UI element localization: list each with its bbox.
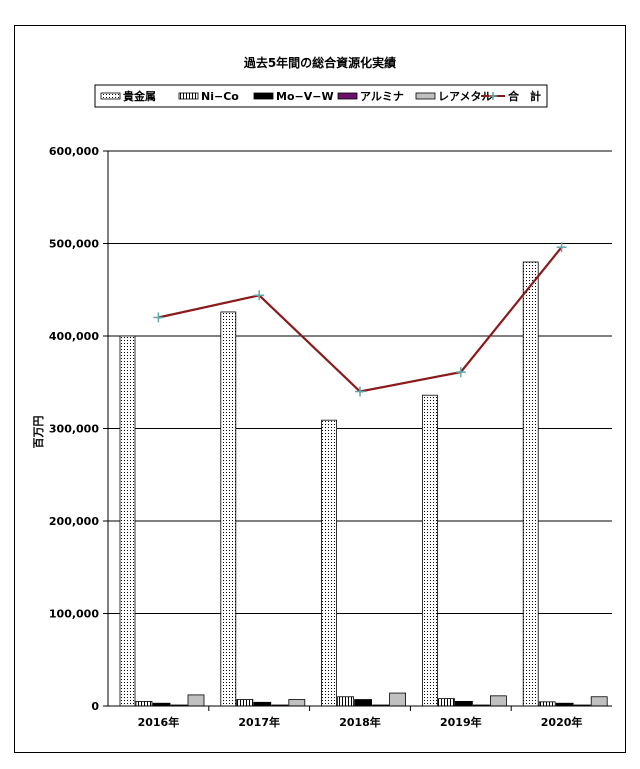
total-point	[556, 242, 567, 253]
legend-label: アルミナ	[360, 90, 404, 103]
bar	[421, 394, 438, 707]
bar	[489, 695, 507, 707]
x-tick-label: 2016年	[138, 715, 180, 729]
bar	[354, 699, 373, 707]
legend: 貴金属 Ni−Co Mo−V−W アルミナ レアメタル 合 計	[94, 84, 548, 108]
total-line	[153, 242, 567, 397]
bar	[522, 261, 539, 707]
y-tick-label: 300,000	[49, 423, 99, 436]
legend-label: Mo−V−W	[276, 90, 334, 103]
total-point	[455, 367, 466, 378]
legend-label: 貴金属	[123, 89, 156, 103]
y-tick-label: 0	[91, 700, 99, 713]
y-tick-labels: 0 100,000 200,000 300,000 400,000 500,000 600,…	[49, 145, 99, 713]
legend-marker	[489, 92, 497, 100]
axes	[107, 151, 612, 711]
x-tick-label: 2017年	[238, 715, 280, 729]
y-tick-label: 400,000	[49, 330, 99, 343]
bar	[590, 696, 608, 707]
y-axis-label: 百万円	[32, 416, 45, 449]
legend-label: 合 計	[508, 89, 541, 103]
chart-frame	[14, 25, 626, 753]
bar	[389, 692, 407, 707]
total-point	[254, 290, 265, 301]
y-tick-label: 200,000	[49, 515, 99, 528]
x-tick-label: 2019年	[440, 715, 482, 729]
legend-box	[94, 84, 548, 108]
legend-label: Ni−Co	[201, 90, 239, 103]
x-tick-labels: 2016年 2017年 2018年 2019年 2020年	[138, 715, 583, 729]
bar	[288, 699, 306, 707]
bar	[220, 311, 237, 707]
total-point	[355, 386, 365, 397]
total-line-path	[158, 246, 563, 393]
bar	[337, 696, 355, 707]
x-tick-label: 2020年	[541, 715, 583, 729]
y-tick-label: 600,000	[49, 145, 99, 158]
bar	[454, 700, 473, 707]
y-tick-label: 500,000	[49, 238, 99, 251]
bar	[187, 694, 205, 707]
bar	[437, 698, 455, 707]
chart-title: 過去5年間の総合資源化実績	[243, 55, 396, 70]
legend-swatch	[253, 92, 274, 100]
bar	[538, 701, 556, 707]
bar	[253, 701, 272, 707]
bar	[119, 335, 136, 707]
bar	[135, 700, 153, 707]
y-tick-label: 100,000	[49, 608, 99, 621]
x-tick-label: 2018年	[339, 715, 381, 729]
legend-swatch	[415, 92, 436, 100]
total-point	[153, 312, 164, 323]
legend-swatch	[337, 92, 358, 100]
legend-swatch	[100, 92, 121, 100]
legend-swatch	[178, 92, 199, 100]
legend-label: レアメタル	[438, 90, 492, 103]
bar	[236, 699, 254, 707]
bars	[119, 261, 608, 707]
bar	[321, 419, 338, 707]
